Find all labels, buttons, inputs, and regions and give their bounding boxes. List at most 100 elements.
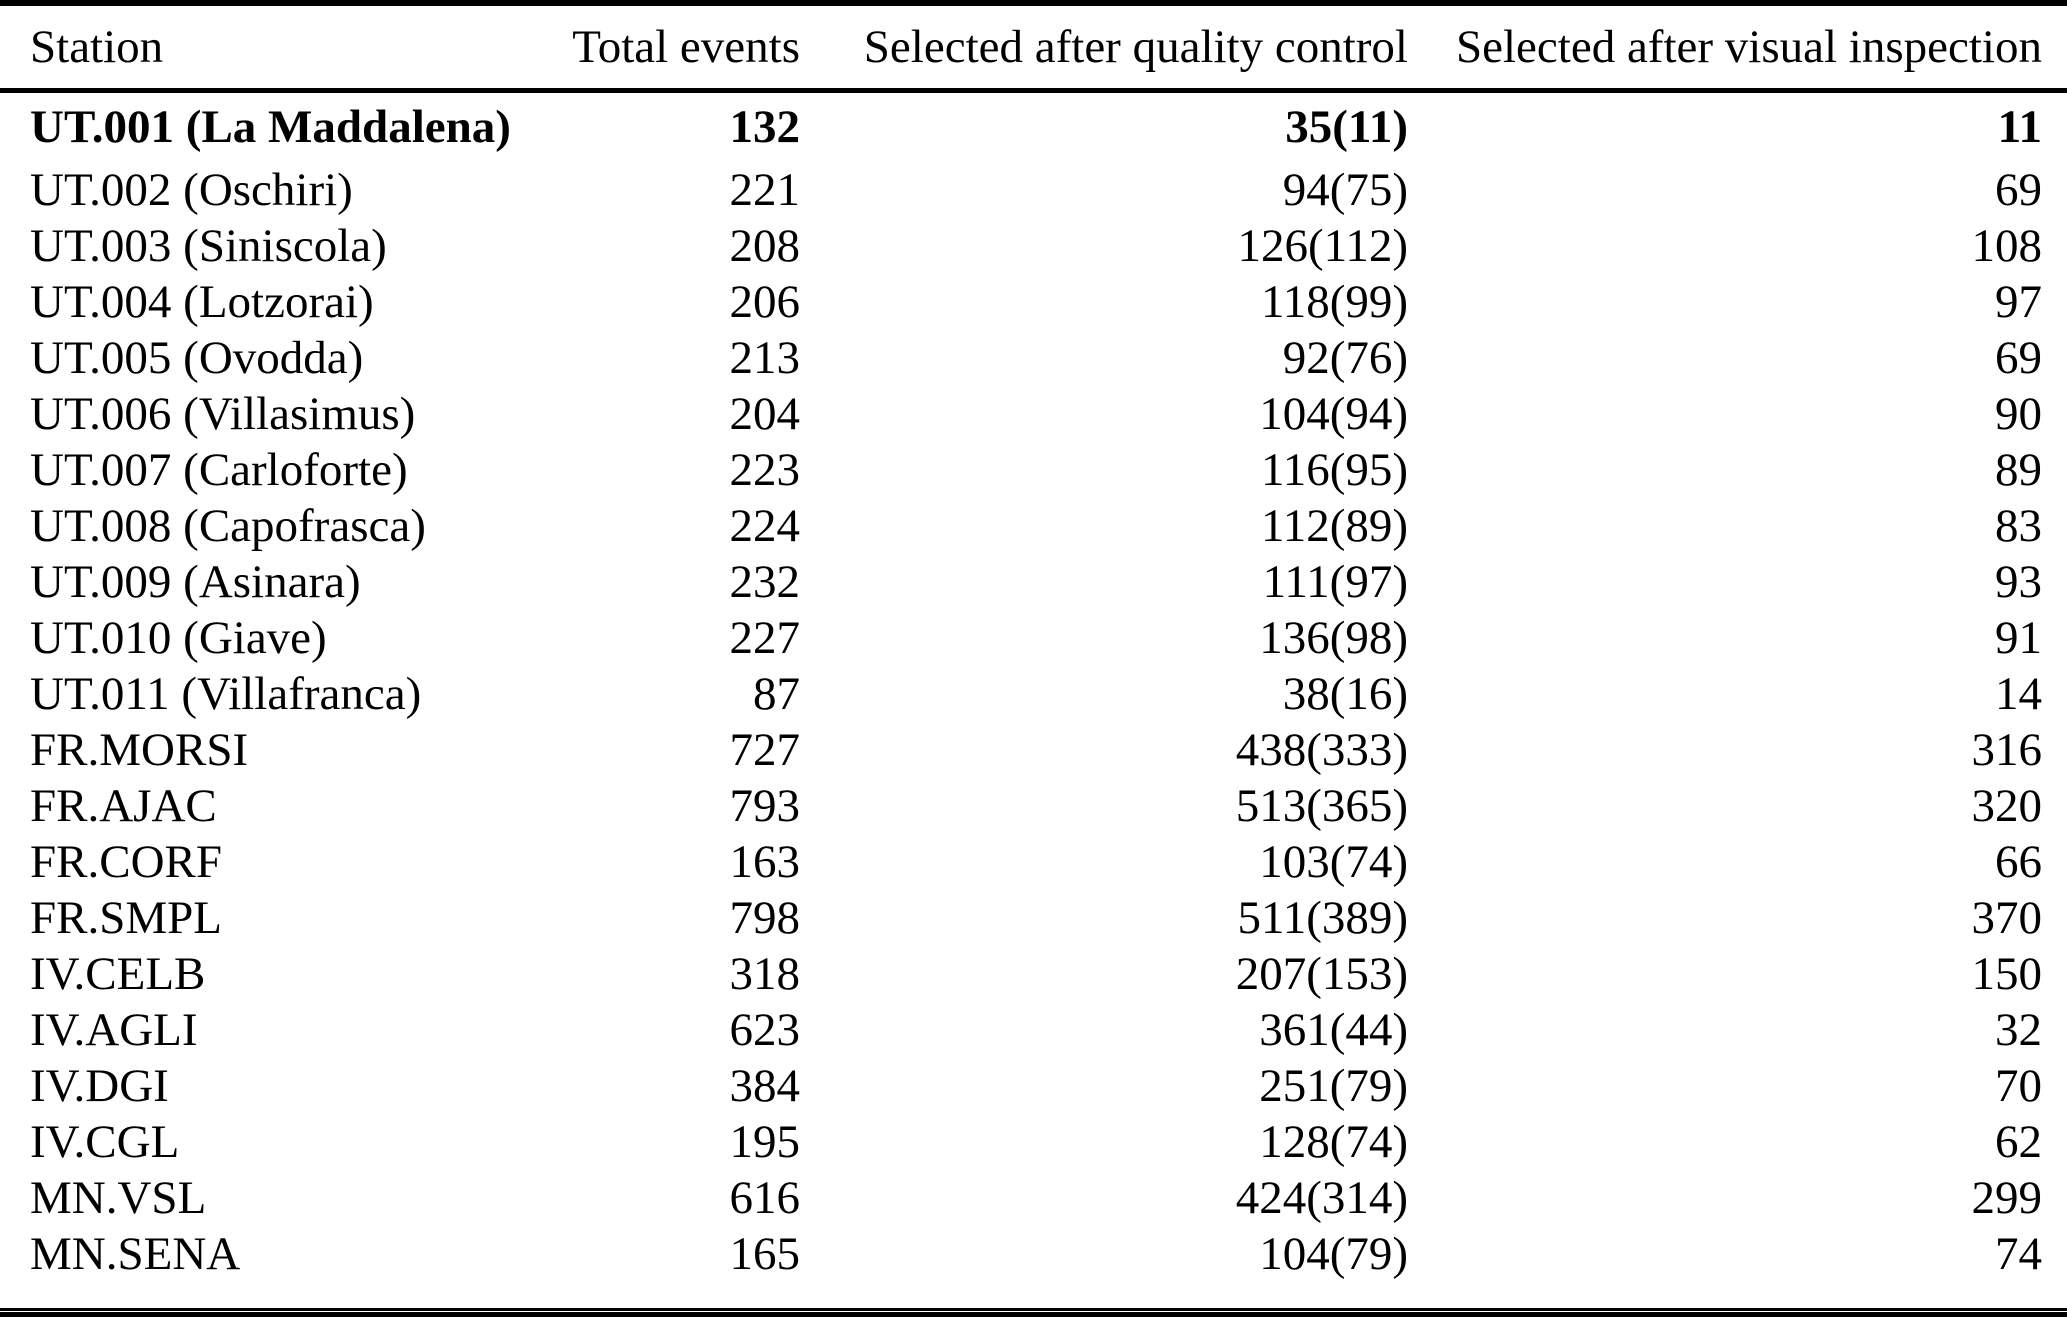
cell-qc: 35(11): [1285, 101, 1408, 154]
cell-station: UT.011 (Villafranca): [30, 668, 422, 720]
cell-visual: 11: [1997, 101, 2042, 154]
cell-qc: 103(74): [1259, 836, 1408, 888]
table-row: IV.DGI 384 251(79) 70: [0, 1058, 2067, 1114]
cell-station: UT.004 (Lotzorai): [30, 276, 374, 328]
cell-qc: 116(95): [1260, 444, 1408, 496]
table-row: FR.AJAC 793 513(365) 320: [0, 778, 2067, 834]
table-row: UT.009 (Asinara) 232 111(97) 93: [0, 554, 2067, 610]
table-header: Station Total events Selected after qual…: [0, 6, 2067, 93]
cell-total: 221: [729, 164, 801, 216]
cell-qc: 513(365): [1235, 780, 1408, 832]
cell-visual: 370: [1971, 892, 2043, 944]
cell-total: 195: [729, 1116, 801, 1168]
cell-visual: 299: [1971, 1172, 2043, 1224]
cell-visual: 69: [1995, 332, 2042, 384]
cell-total: 132: [729, 101, 801, 154]
cell-visual: 70: [1995, 1060, 2042, 1112]
cell-station: UT.003 (Siniscola): [30, 220, 387, 272]
cell-visual: 62: [1995, 1116, 2042, 1168]
cell-total: 213: [729, 332, 801, 384]
cell-station: UT.006 (Villasimus): [30, 388, 416, 440]
station-events-table: Station Total events Selected after qual…: [0, 6, 2067, 1282]
cell-visual: 66: [1995, 836, 2042, 888]
cell-qc: 118(99): [1260, 276, 1408, 328]
cell-qc: 38(16): [1282, 668, 1408, 720]
cell-qc: 94(75): [1282, 164, 1408, 216]
header-selected-visual-inspection: Selected after visual inspection: [1408, 6, 2067, 93]
cell-qc: 112(89): [1260, 500, 1408, 552]
cell-qc: 104(94): [1259, 388, 1408, 440]
table-row: IV.CELB 318 207(153) 150: [0, 946, 2067, 1002]
cell-visual: 69: [1995, 164, 2042, 216]
cell-total: 616: [729, 1172, 801, 1224]
cell-total: 87: [753, 668, 800, 720]
cell-qc: 251(79): [1259, 1060, 1408, 1112]
cell-total: 318: [729, 948, 801, 1000]
cell-visual: 150: [1971, 948, 2043, 1000]
table-row: FR.SMPL 798 511(389) 370: [0, 890, 2067, 946]
cell-qc: 136(98): [1259, 612, 1408, 664]
table-row: MN.VSL 616 424(314) 299: [0, 1170, 2067, 1226]
table-row: MN.SENA 165 104(79) 74: [0, 1226, 2067, 1282]
table-row: IV.AGLI 623 361(44) 32: [0, 1002, 2067, 1058]
cell-visual: 83: [1995, 500, 2042, 552]
cell-total: 227: [729, 612, 801, 664]
table-row: IV.CGL 195 128(74) 62: [0, 1114, 2067, 1170]
cell-station: UT.010 (Giave): [30, 612, 327, 664]
cell-qc: 104(79): [1259, 1228, 1408, 1280]
cell-visual: 14: [1995, 668, 2042, 720]
cell-station: FR.SMPL: [30, 892, 223, 944]
table-body: UT.001 (La Maddalena) 132 35(11) 11 UT.002 (…: [0, 90, 2067, 1282]
cell-station: FR.CORF: [30, 836, 223, 888]
table-row: UT.010 (Giave) 227 136(98) 91: [0, 610, 2067, 666]
cell-station: UT.007 (Carloforte): [30, 444, 408, 496]
header-row: Station Total events Selected after qual…: [0, 6, 2067, 93]
table-top-rule: [0, 0, 2067, 6]
cell-total: 623: [729, 1004, 801, 1056]
cell-qc: 111(97): [1262, 556, 1408, 608]
cell-visual: 32: [1995, 1004, 2042, 1056]
cell-visual: 108: [1971, 220, 2043, 272]
cell-total: 165: [729, 1228, 801, 1280]
cell-total: 727: [729, 724, 801, 776]
cell-station: FR.AJAC: [30, 780, 217, 832]
cell-total: 206: [729, 276, 801, 328]
cell-station: UT.009 (Asinara): [30, 556, 361, 608]
cell-visual: 316: [1971, 724, 2043, 776]
cell-qc: 424(314): [1235, 1172, 1408, 1224]
cell-visual: 93: [1995, 556, 2042, 608]
cell-station: UT.002 (Oschiri): [30, 164, 353, 216]
cell-visual: 320: [1971, 780, 2043, 832]
cell-qc: 126(112): [1237, 220, 1408, 272]
cell-qc: 92(76): [1282, 332, 1408, 384]
cell-visual: 97: [1995, 276, 2042, 328]
cell-total: 793: [729, 780, 801, 832]
cell-qc: 128(74): [1259, 1116, 1408, 1168]
cell-total: 208: [729, 220, 801, 272]
cell-station: IV.AGLI: [30, 1004, 198, 1056]
table-row: UT.004 (Lotzorai) 206 118(99) 97: [0, 274, 2067, 330]
cell-visual: 90: [1995, 388, 2042, 440]
table-row: FR.MORSI 727 438(333) 316: [0, 722, 2067, 778]
cell-station: FR.MORSI: [30, 724, 249, 776]
cell-total: 384: [729, 1060, 801, 1112]
table-row: UT.002 (Oschiri) 221 94(75) 69: [0, 162, 2067, 218]
cell-total: 163: [729, 836, 801, 888]
cell-station: IV.DGI: [30, 1060, 169, 1112]
header-total-events: Total events: [530, 6, 800, 93]
table-row: UT.006 (Villasimus) 204 104(94) 90: [0, 386, 2067, 442]
cell-qc: 438(333): [1235, 724, 1408, 776]
cell-visual: 91: [1995, 612, 2042, 664]
table-row: UT.011 (Villafranca) 87 38(16) 14: [0, 666, 2067, 722]
cell-total: 798: [729, 892, 801, 944]
table-row: UT.007 (Carloforte) 223 116(95) 89: [0, 442, 2067, 498]
cell-station: MN.VSL: [30, 1172, 207, 1224]
cell-qc: 207(153): [1235, 948, 1408, 1000]
table-row: UT.005 (Ovodda) 213 92(76) 69: [0, 330, 2067, 386]
cell-visual: 89: [1995, 444, 2042, 496]
cell-station: IV.CELB: [30, 948, 206, 1000]
cell-station: UT.008 (Capofrasca): [30, 500, 426, 552]
table-row: FR.CORF 163 103(74) 66: [0, 834, 2067, 890]
table-bottom-rule-thin: [0, 1308, 2067, 1311]
